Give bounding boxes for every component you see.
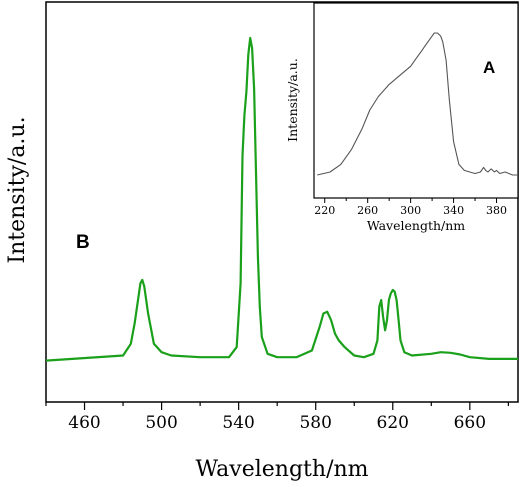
inset-plot-frame <box>313 2 519 199</box>
x-tick-label: 540 <box>222 413 254 433</box>
x-tick-label: 620 <box>377 413 409 433</box>
panel-label-a: A <box>483 58 495 77</box>
x-tick-label: 220 <box>314 204 335 217</box>
inset-series-line <box>317 32 518 176</box>
main-plot-frame <box>45 1 519 403</box>
x-tick-label: 260 <box>357 204 378 217</box>
main-x-ticks: 460 500 540 580 620 660 <box>45 402 509 433</box>
x-tick-label: 660 <box>454 413 486 433</box>
x-tick-label: 300 <box>400 204 421 217</box>
main-y-axis-label: Intensity/a.u. <box>5 116 30 263</box>
inset-x-axis-label: Wavelength/nm <box>367 218 465 233</box>
inset-y-axis-label: Intensity/a.u. <box>285 58 300 142</box>
inset-x-ticks: 220 260 300 340 380 <box>314 198 519 217</box>
panel-label-b: B <box>76 232 90 253</box>
x-tick-label: 500 <box>145 413 177 433</box>
x-tick-label: 340 <box>443 204 464 217</box>
main-x-axis-label: Wavelength/nm <box>195 457 368 482</box>
x-tick-label: 580 <box>299 413 331 433</box>
main-series-line <box>45 36 518 362</box>
x-tick-label: 380 <box>486 204 507 217</box>
x-tick-label: 460 <box>68 413 100 433</box>
